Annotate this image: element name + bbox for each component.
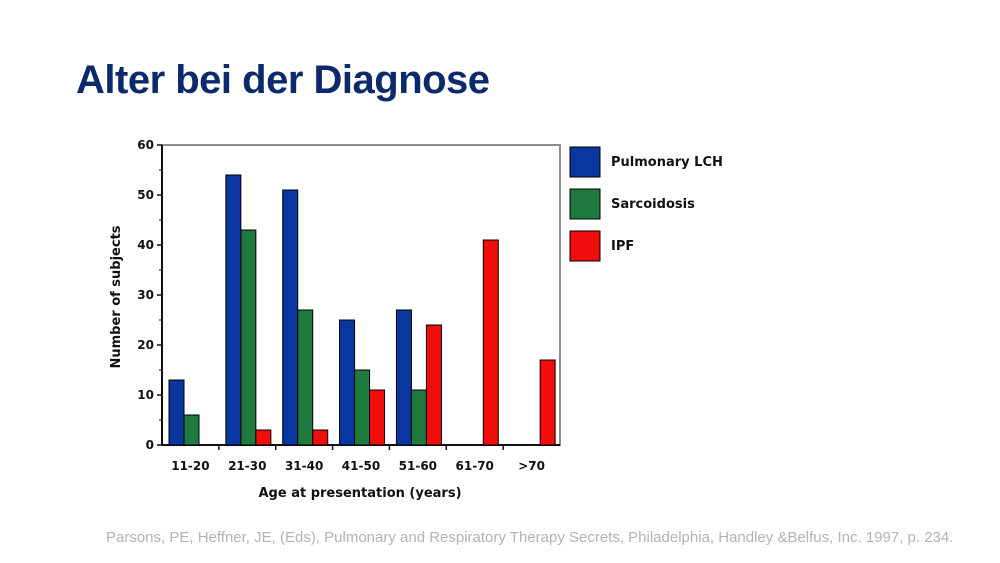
bar-ipf-3 [369, 389, 386, 446]
bar-pulmonary-lch-1 [225, 174, 242, 446]
y-tick-label: 40 [137, 238, 154, 252]
x-tick-label: 31-40 [285, 459, 323, 473]
bar-ipf-4 [425, 324, 442, 446]
bar-ipf-1 [255, 429, 272, 446]
y-tick-label: 20 [137, 338, 154, 352]
bar-ipf-6 [539, 359, 556, 446]
x-axis-label: Age at presentation (years) [258, 486, 461, 501]
bars-group [168, 174, 556, 446]
legend-swatch-sarcoidosis [569, 188, 601, 220]
bar-pulmonary-lch-4 [395, 309, 412, 446]
legend-label: Sarcoidosis [611, 197, 695, 212]
bar-pulmonary-lch-0 [168, 379, 185, 446]
legend-swatch-pulmonary-lch [569, 146, 601, 178]
bar-ipf-2 [312, 429, 329, 446]
y-tick-label: 50 [137, 188, 154, 202]
y-tick-label: 30 [137, 288, 154, 302]
x-tick-label: 11-20 [171, 459, 209, 473]
x-tick-label: 51-60 [399, 459, 437, 473]
x-axis-ticks: 11-20 21-30 31-40 41-50 51-60 61-70 >70 [171, 445, 545, 473]
bar-ipf-5 [482, 239, 499, 446]
y-tick-label: 60 [137, 138, 154, 152]
bar-sarcoidosis-2 [297, 309, 314, 446]
bar-sarcoidosis-3 [354, 369, 371, 446]
bar-sarcoidosis-4 [410, 389, 427, 446]
legend: Pulmonary LCH Sarcoidosis IPF [569, 146, 723, 262]
bar-sarcoidosis-1 [240, 229, 257, 446]
bar-pulmonary-lch-3 [339, 319, 356, 446]
y-axis-ticks: 0 10 20 30 40 50 60 [137, 138, 162, 452]
x-tick-label: 21-30 [228, 459, 266, 473]
y-tick-label: 0 [146, 438, 154, 452]
bar-pulmonary-lch-2 [282, 189, 299, 446]
citation: Parsons, PE, Heffner, JE, (Eds), Pulmona… [106, 529, 954, 546]
legend-swatch-ipf [569, 230, 601, 262]
legend-label: Pulmonary LCH [611, 155, 723, 170]
y-axis-label: Number of subjects [109, 225, 124, 368]
slide-title: Alter bei der Diagnose [76, 58, 490, 102]
x-tick-label: 61-70 [456, 459, 494, 473]
legend-label: IPF [611, 239, 634, 254]
x-tick-label: 41-50 [342, 459, 380, 473]
x-tick-label: >70 [518, 459, 545, 473]
y-tick-label: 10 [137, 388, 154, 402]
bar-sarcoidosis-0 [183, 414, 200, 446]
